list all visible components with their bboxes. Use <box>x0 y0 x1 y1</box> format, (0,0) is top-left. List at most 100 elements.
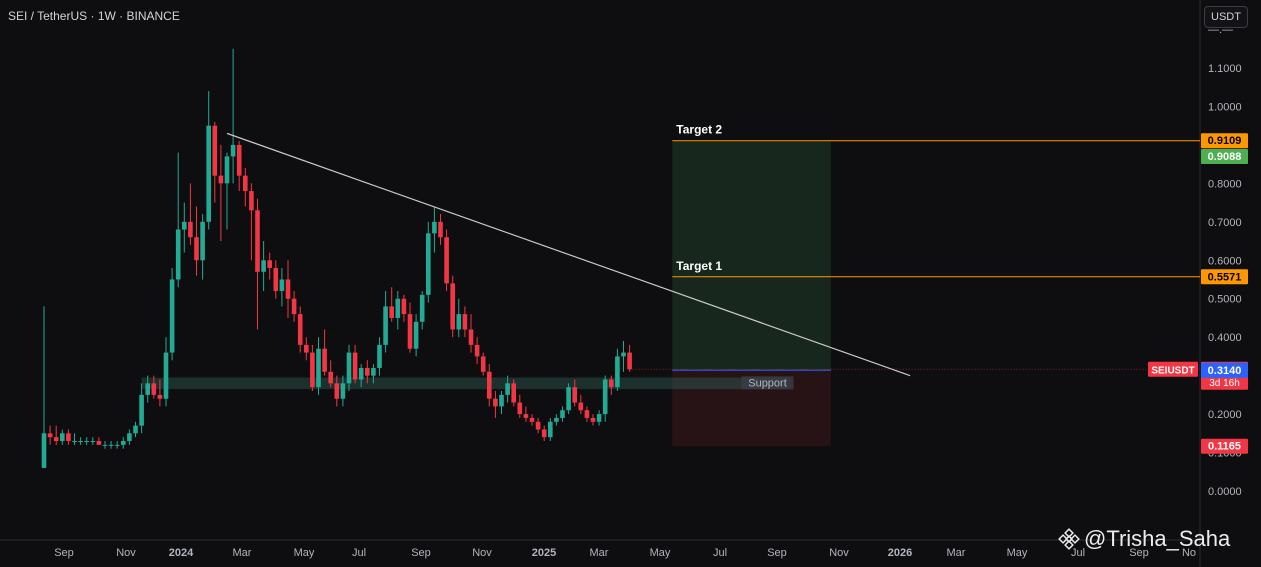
candle-body <box>578 402 584 411</box>
candle-body <box>346 352 352 384</box>
x-tick-label: May <box>1007 547 1028 559</box>
watermark: @Trisha_Saha <box>1058 526 1230 552</box>
price-label-box <box>1201 133 1248 149</box>
candle-body <box>395 298 401 318</box>
x-tick-label: Sep <box>767 547 787 559</box>
candle-body <box>72 441 77 443</box>
candle-body <box>200 221 205 261</box>
candle-body <box>163 352 169 399</box>
candle-body <box>474 344 480 357</box>
candle-body <box>53 437 59 442</box>
support-label-bg <box>741 376 794 390</box>
candle-body <box>535 421 541 430</box>
candle-body <box>218 175 224 184</box>
binance-logo-icon <box>1058 528 1080 550</box>
candle-body <box>230 144 236 157</box>
support-label: Support <box>748 377 787 389</box>
x-tick-label: Jul <box>713 547 727 559</box>
candle-body <box>322 348 327 372</box>
currency-button[interactable]: USDT <box>1204 6 1248 28</box>
y-tick-label: 0.2000 <box>1208 409 1242 421</box>
candle-body <box>334 383 340 399</box>
candle-body <box>279 279 285 292</box>
x-tick-label: No <box>1182 547 1196 559</box>
candle-body <box>66 433 71 442</box>
x-tick-label: Jul <box>352 547 366 559</box>
price-label-value: 0.9088 <box>1208 151 1242 163</box>
candle-body <box>444 237 449 284</box>
candle-body <box>450 283 455 330</box>
ticker-tag-box <box>1148 361 1198 377</box>
candle-body <box>304 344 309 353</box>
x-tick-label: 2025 <box>532 547 556 559</box>
candle-body <box>566 387 571 411</box>
price-label-box <box>1201 438 1248 454</box>
candle-body <box>389 306 394 318</box>
candle-body <box>90 441 96 443</box>
candle-body <box>358 367 364 380</box>
candle-body <box>517 402 523 415</box>
candle-body <box>572 387 577 403</box>
y-tick-label: 0.8000 <box>1208 178 1242 190</box>
candle-body <box>596 414 602 422</box>
candle-body <box>505 383 510 395</box>
candle-body <box>493 398 498 407</box>
candle-body <box>590 417 596 422</box>
x-tick-label: Mar <box>233 547 252 559</box>
candle-body <box>340 383 346 399</box>
y-tick-label: 0.5000 <box>1208 294 1242 306</box>
candle-body <box>419 294 425 322</box>
price-label-value: 0.3140 <box>1208 365 1242 377</box>
price-label-box <box>1201 149 1248 165</box>
candle-body <box>627 352 632 370</box>
candle-body <box>523 414 529 418</box>
candle-body <box>352 352 358 380</box>
candle-body <box>462 314 468 330</box>
candle-body <box>456 314 462 330</box>
candle-body <box>371 367 376 376</box>
y-tick-label: 0.4000 <box>1208 332 1242 344</box>
candle-body <box>316 348 321 388</box>
candle-body <box>133 425 138 434</box>
candles-group <box>41 48 632 468</box>
candle-body <box>438 221 443 238</box>
price-label-value: 0.5571 <box>1208 271 1242 283</box>
price-label-value: 0.9109 <box>1208 135 1242 147</box>
x-tick-label: May <box>294 547 315 559</box>
candle-body <box>615 356 620 388</box>
candle-body <box>511 383 516 403</box>
candle-body <box>541 429 547 438</box>
price-label-box <box>1201 362 1248 378</box>
trendline <box>226 132 911 377</box>
candle-body <box>212 125 218 176</box>
candle-body <box>480 356 486 372</box>
candle-body <box>297 314 303 345</box>
candle-body <box>328 371 333 384</box>
candle-body <box>108 444 114 446</box>
countdown-label: 3d 16h <box>1209 378 1240 389</box>
candle-body <box>206 125 211 222</box>
x-tick-label: Nov <box>829 547 849 559</box>
candle-body <box>102 444 108 446</box>
candle-body <box>560 410 565 418</box>
x-tick-label: 2026 <box>888 547 912 559</box>
candle-body <box>249 191 254 211</box>
candle-body <box>432 221 437 234</box>
candle-body <box>426 233 431 295</box>
symbol-title[interactable]: SEI / TetherUS · 1W · BINANCE <box>8 9 180 23</box>
candle-body <box>261 260 266 272</box>
candle-body <box>291 298 297 315</box>
candle-body <box>487 371 492 399</box>
candle-body <box>47 433 53 438</box>
x-tick-label: May <box>650 547 671 559</box>
candle-body <box>60 433 65 442</box>
candle-body <box>151 383 157 395</box>
candle-body <box>401 298 407 315</box>
candle-body <box>188 221 193 238</box>
candle-body <box>499 394 504 407</box>
y-tick-label: 1.0000 <box>1208 101 1242 113</box>
candle-body <box>194 237 199 261</box>
candle-body <box>285 279 291 299</box>
candle-body <box>182 221 187 230</box>
